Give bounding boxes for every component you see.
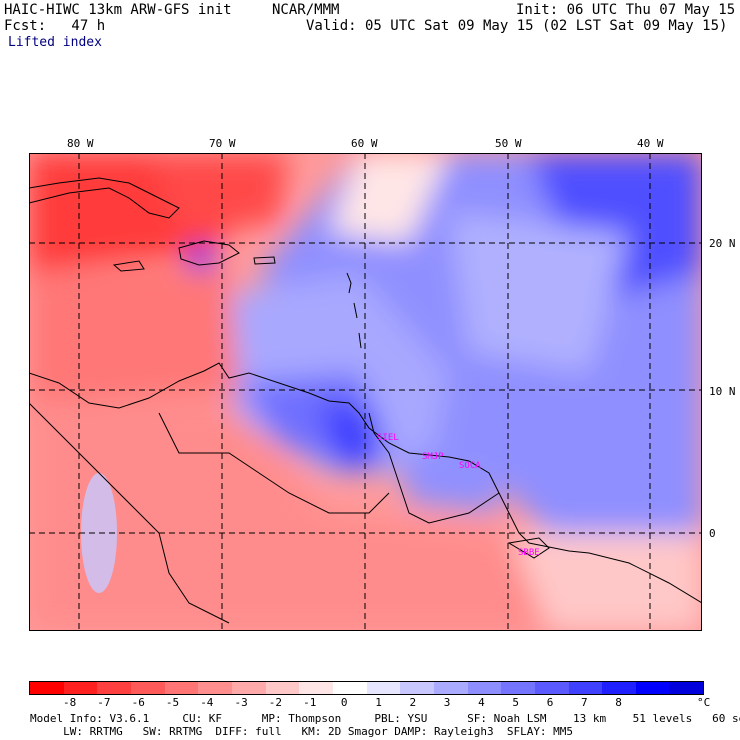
colorbar-tick-label: 0	[340, 696, 348, 709]
colorbar-swatch	[30, 682, 64, 694]
colorbar-swatch	[400, 682, 434, 694]
lon-label-40w: 40 W	[637, 137, 664, 150]
model-info-line1: Model Info: V3.6.1 CU: KF MP: Thompson P…	[30, 712, 740, 725]
colorbar-tick-label: -2	[268, 696, 283, 709]
lat-label-20n: 20 N	[709, 237, 736, 250]
colorbar-swatch	[602, 682, 636, 694]
colorbar-swatch	[164, 682, 199, 694]
colorbar-swatch	[366, 682, 401, 694]
colorbar-tick-label: 4	[478, 696, 485, 709]
colorbar-tick-label: 2	[409, 696, 417, 709]
colorbar-swatch	[231, 682, 266, 694]
venezuela-border	[158, 412, 390, 514]
guianas-border	[368, 412, 500, 524]
colorbar-tick-label: -7	[97, 696, 111, 709]
colorbar-swatch	[97, 682, 131, 694]
colorbar-swatch	[265, 682, 300, 694]
coastlines	[29, 177, 702, 624]
init-time: Init: 06 UTC Thu 07 May 15	[516, 2, 736, 18]
colorbar-unit: °C	[697, 696, 711, 709]
colorbar-tick-label: -3	[234, 696, 248, 709]
valid-time: Valid: 05 UTC Sat 09 May 15 (02 LST Sat …	[306, 18, 728, 34]
station-labels: SIEL SMJP SOCA SBBE	[377, 433, 540, 558]
colorbar-swatch	[63, 682, 98, 694]
colorbar-tick-label: 3	[443, 696, 451, 709]
station-sbbe: SBBE	[518, 548, 540, 558]
lon-label-80w: 80 W	[67, 137, 94, 150]
colorbar-swatch	[501, 682, 535, 694]
station-siel: SIEL	[377, 433, 399, 443]
lon-label-60w: 60 W	[351, 137, 378, 150]
colorbar-tick-label: 7	[581, 696, 588, 709]
model-info-line2: LW: RRTMG SW: RRTMG DIFF: full KM: 2D Sm…	[30, 725, 574, 738]
colombia-border	[29, 402, 230, 624]
station-smjp: SMJP	[422, 452, 444, 462]
hispaniola-coast	[178, 240, 240, 266]
colorbar-tick-label: 1	[375, 696, 382, 709]
colorbar-tick-label: -6	[131, 696, 145, 709]
lat-lon-grid	[29, 153, 702, 631]
forecast-hour: Fcst: 47 h	[4, 18, 106, 34]
colorbar-tick-label: 5	[512, 696, 520, 709]
field-name: Lifted index	[8, 35, 102, 50]
colorbar-tick-label: -4	[200, 696, 214, 709]
colorbar	[29, 681, 704, 695]
center-label: NCAR/MMM	[272, 2, 340, 18]
colorbar-swatch	[332, 682, 367, 694]
colorbar-tick-label: -5	[165, 696, 180, 709]
lon-label-70w: 70 W	[209, 137, 236, 150]
colorbar-swatch	[669, 682, 704, 694]
marajo-coast	[507, 537, 550, 559]
cuba-coast	[29, 177, 180, 219]
station-soca: SOCA	[459, 461, 481, 471]
lat-label-0: 0	[709, 527, 716, 540]
colorbar-tick-label: -1	[303, 696, 317, 709]
colorbar-swatch	[635, 682, 670, 694]
lat-label-10n: 10 N	[709, 385, 736, 398]
lifted-index-map: SIEL SMJP SOCA SBBE	[29, 153, 702, 631]
lon-label-50w: 50 W	[495, 137, 522, 150]
colorbar-tick-label: 8	[615, 696, 622, 709]
colorbar-swatch	[433, 682, 468, 694]
colorbar-tick-label: 6	[546, 696, 554, 709]
puerto-rico-coast	[253, 256, 276, 265]
colorbar-swatch	[568, 682, 603, 694]
colorbar-tick-label: -8	[63, 696, 77, 709]
colorbar-swatch	[299, 682, 333, 694]
field-shading	[29, 153, 702, 631]
lesser-antilles	[346, 272, 362, 349]
south-america-coast	[29, 362, 702, 604]
colorbar-swatch	[198, 682, 232, 694]
colorbar-swatch	[467, 682, 502, 694]
model-title: HAIC-HIWC 13km ARW-GFS init	[4, 2, 232, 18]
colorbar-swatch	[130, 682, 165, 694]
jamaica-coast	[112, 260, 145, 272]
colorbar-swatch	[534, 682, 569, 694]
map-frame	[29, 153, 702, 631]
